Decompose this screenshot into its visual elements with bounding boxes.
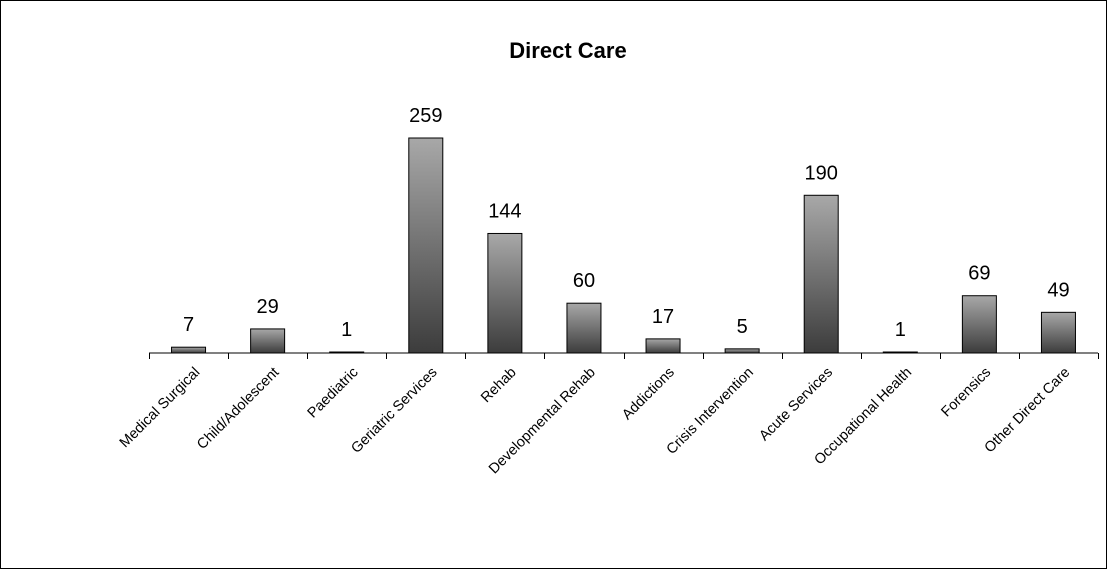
bar xyxy=(172,347,206,353)
data-label: 144 xyxy=(488,200,521,222)
data-label: 7 xyxy=(183,314,194,336)
data-label: 259 xyxy=(409,105,442,127)
x-tick-label: Paediatric xyxy=(305,365,362,422)
data-label: 69 xyxy=(968,263,990,285)
bar xyxy=(251,329,285,353)
x-tick-label: Crisis Intervention xyxy=(664,365,757,458)
bar xyxy=(1041,312,1075,353)
data-label: 1 xyxy=(895,319,906,341)
data-label: 190 xyxy=(805,162,838,184)
bar xyxy=(567,303,601,353)
bar xyxy=(962,296,996,353)
bar xyxy=(646,339,680,353)
labels-layer: 7 Medical Surgical 29 Child/Adolescent 1 Paed… xyxy=(117,105,1073,477)
data-label: 29 xyxy=(257,296,279,318)
x-tick-label: Other Direct Care xyxy=(982,365,1074,457)
bar xyxy=(488,233,522,353)
data-label: 17 xyxy=(652,306,674,328)
data-label: 5 xyxy=(737,316,748,338)
x-tick-label: Child/Adolescent xyxy=(194,365,282,453)
bar xyxy=(725,349,759,353)
x-tick-label: Acute Services xyxy=(756,365,836,445)
data-label: 49 xyxy=(1047,279,1069,301)
bar xyxy=(409,138,443,353)
bar xyxy=(804,195,838,353)
x-tick-label: Medical Surgical xyxy=(117,365,204,452)
bars-layer xyxy=(172,138,1076,353)
chart-title: Direct Care xyxy=(509,38,626,63)
data-label: 1 xyxy=(341,319,352,341)
x-tick-label: Rehab xyxy=(478,365,520,407)
x-tick-label: Geriatric Services xyxy=(348,365,440,457)
x-tick-label: Addictions xyxy=(619,365,678,424)
data-label: 60 xyxy=(573,270,595,292)
x-tick-label: Forensics xyxy=(938,365,994,421)
x-axis xyxy=(149,353,1099,359)
